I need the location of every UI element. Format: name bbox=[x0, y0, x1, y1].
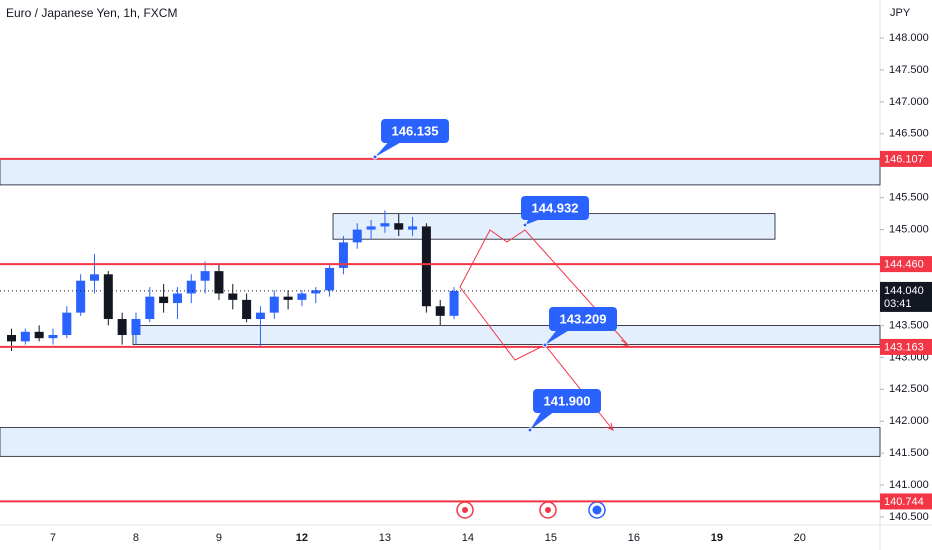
candle-body bbox=[186, 280, 196, 294]
level-label-box bbox=[880, 493, 932, 510]
candle-body bbox=[62, 312, 72, 335]
candle-body bbox=[131, 319, 141, 335]
candle-body bbox=[34, 331, 44, 339]
x-tick-label: 7 bbox=[50, 532, 56, 544]
y-tick-label: 143.500 bbox=[889, 319, 929, 331]
candle-body bbox=[200, 271, 210, 281]
callout-box bbox=[381, 119, 449, 143]
event-dot bbox=[462, 507, 468, 513]
candle-body bbox=[159, 296, 169, 304]
x-tick-label: 9 bbox=[216, 532, 222, 544]
callout-anchor bbox=[522, 222, 528, 228]
callout-anchor bbox=[527, 427, 533, 433]
y-tick-label: 142.500 bbox=[889, 383, 929, 395]
projection-down bbox=[459, 286, 614, 431]
level-label: 140.744 bbox=[884, 496, 924, 508]
x-tick-label: 15 bbox=[545, 532, 557, 544]
candle-body bbox=[325, 267, 335, 291]
countdown-label: 03:41 bbox=[884, 298, 912, 310]
candle-body bbox=[449, 290, 459, 316]
callout-anchor bbox=[372, 154, 378, 160]
candle-body bbox=[366, 226, 376, 230]
y-tick-label: 141.000 bbox=[889, 479, 929, 491]
y-tick-label: 145.500 bbox=[889, 192, 929, 204]
candle-body bbox=[89, 274, 99, 281]
currency-label: JPY bbox=[890, 7, 911, 19]
candle-body bbox=[242, 299, 252, 320]
x-tick-label: 13 bbox=[379, 532, 391, 544]
chart-title: Euro / Japanese Yen, 1h, FXCM bbox=[6, 6, 177, 20]
candle-body bbox=[20, 331, 30, 342]
callout-label: 143.209 bbox=[560, 311, 607, 326]
candle-body bbox=[255, 312, 265, 320]
candle-body bbox=[76, 280, 86, 313]
last-price-label: 144.040 bbox=[884, 285, 924, 297]
candles bbox=[7, 210, 459, 351]
candle-body bbox=[380, 223, 390, 227]
x-tick-label: 12 bbox=[296, 532, 308, 544]
callout-box bbox=[533, 389, 601, 413]
candle-body bbox=[103, 274, 113, 320]
y-tick-label: 147.500 bbox=[889, 64, 929, 76]
candle-body bbox=[394, 223, 404, 230]
event-icons bbox=[456, 501, 606, 519]
candle-body bbox=[228, 293, 238, 300]
zone bbox=[132, 325, 881, 345]
callout-box bbox=[521, 196, 589, 220]
zone bbox=[0, 158, 881, 186]
callout-label: 146.135 bbox=[392, 123, 439, 138]
y-tick-label: 148.000 bbox=[889, 32, 929, 44]
level-label: 144.460 bbox=[884, 259, 924, 271]
candle-body bbox=[269, 296, 279, 313]
level-label: 146.107 bbox=[884, 153, 924, 165]
candle-body bbox=[311, 290, 321, 294]
x-tick-label: 19 bbox=[711, 532, 723, 544]
callout-anchor bbox=[542, 342, 548, 348]
candle-body bbox=[172, 293, 182, 304]
last-price-box bbox=[880, 281, 932, 312]
callout-pointer bbox=[545, 327, 571, 345]
event-dot bbox=[592, 505, 602, 515]
candle-body bbox=[435, 306, 445, 316]
level-label-box bbox=[880, 150, 932, 167]
y-tick-label: 142.000 bbox=[889, 415, 929, 427]
candle-body bbox=[338, 242, 348, 268]
zone bbox=[0, 427, 881, 457]
candle-body bbox=[214, 271, 224, 294]
projection-up bbox=[459, 229, 629, 346]
y-tick-label: 145.000 bbox=[889, 224, 929, 236]
candle-body bbox=[283, 296, 293, 300]
level-label: 143.163 bbox=[884, 341, 924, 353]
candle-body bbox=[297, 293, 307, 300]
callout-box bbox=[549, 307, 617, 331]
x-tick-label: 20 bbox=[794, 532, 806, 544]
y-tick-label: 147.000 bbox=[889, 96, 929, 108]
candle-body bbox=[145, 296, 155, 320]
callout-pointer bbox=[375, 139, 403, 157]
y-tick-label: 146.500 bbox=[889, 128, 929, 140]
y-tick-label: 141.500 bbox=[889, 447, 929, 459]
y-tick-label: 140.500 bbox=[889, 511, 929, 523]
event-dot bbox=[545, 507, 551, 513]
callout-label: 141.900 bbox=[544, 393, 591, 408]
x-tick-label: 14 bbox=[462, 532, 474, 544]
candle-body bbox=[352, 229, 362, 243]
arrow-head bbox=[605, 422, 614, 431]
x-tick-label: 8 bbox=[133, 532, 139, 544]
level-label-box bbox=[880, 338, 932, 355]
candle-body bbox=[48, 334, 58, 339]
candle-body bbox=[117, 319, 127, 335]
candle-body bbox=[7, 334, 16, 342]
callout-label: 144.932 bbox=[532, 200, 579, 215]
level-label-box bbox=[880, 256, 932, 273]
candle-body bbox=[421, 226, 431, 307]
callout-pointer bbox=[530, 409, 555, 430]
x-tick-label: 16 bbox=[628, 532, 640, 544]
candle-body bbox=[408, 226, 418, 230]
